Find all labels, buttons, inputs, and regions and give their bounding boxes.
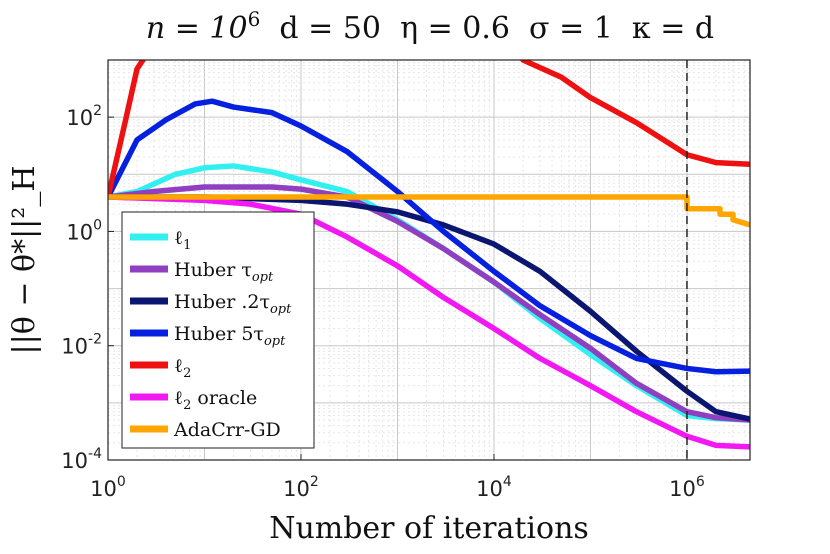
chart-title: n = 106 d = 50 η = 0.6 σ = 1 κ = d bbox=[146, 7, 714, 46]
series-line-2-oracle-5 bbox=[108, 194, 750, 450]
ticks: 100 102 104 106 10-4 10-2 100 102 bbox=[61, 103, 705, 501]
series-line-huber-opt-1 bbox=[108, 184, 750, 423]
y-tick-label: 102 bbox=[66, 103, 102, 130]
chart-title-part1: n = 10 bbox=[146, 11, 248, 46]
legend: ℓ1 Huber τopt Huber .2τopt Huber 5τopt ℓ2 ℓ2 … bbox=[121, 211, 315, 449]
legend-label: Huber 5τopt bbox=[174, 323, 286, 349]
plot-frame bbox=[107, 59, 751, 461]
legend-label: ℓ2 bbox=[174, 355, 191, 381]
series-line-adacrr-gd-6 bbox=[108, 194, 750, 228]
y-axis-label: ||θ − θ*||²_H bbox=[7, 166, 42, 355]
legend-label: Huber .2τopt bbox=[174, 291, 292, 317]
x-tick-label: 102 bbox=[283, 474, 319, 501]
x-tick-label: 104 bbox=[476, 474, 512, 501]
chart-title-exp: 6 bbox=[248, 7, 261, 31]
x-tick-label: 100 bbox=[90, 474, 126, 501]
chart-title-part2: d = 50 η = 0.6 σ = 1 κ = d bbox=[260, 11, 714, 46]
legend-label: AdaCrr-GD bbox=[173, 419, 281, 441]
series-line-huber-5-opt-3 bbox=[108, 98, 750, 375]
x-axis-label: Number of iterations bbox=[269, 511, 589, 546]
legend-label: Huber τopt bbox=[174, 259, 274, 285]
series-line-2-4-b bbox=[520, 60, 750, 167]
y-tick-label: 10-4 bbox=[61, 446, 102, 473]
legend-label: ℓ1 bbox=[174, 227, 191, 253]
legend-label: ℓ2 oracle bbox=[174, 387, 257, 413]
y-tick-label: 100 bbox=[66, 217, 102, 244]
x-tick-label: 106 bbox=[669, 474, 705, 501]
series-line-2-4 bbox=[108, 60, 146, 200]
y-tick-label: 10-2 bbox=[61, 332, 102, 359]
